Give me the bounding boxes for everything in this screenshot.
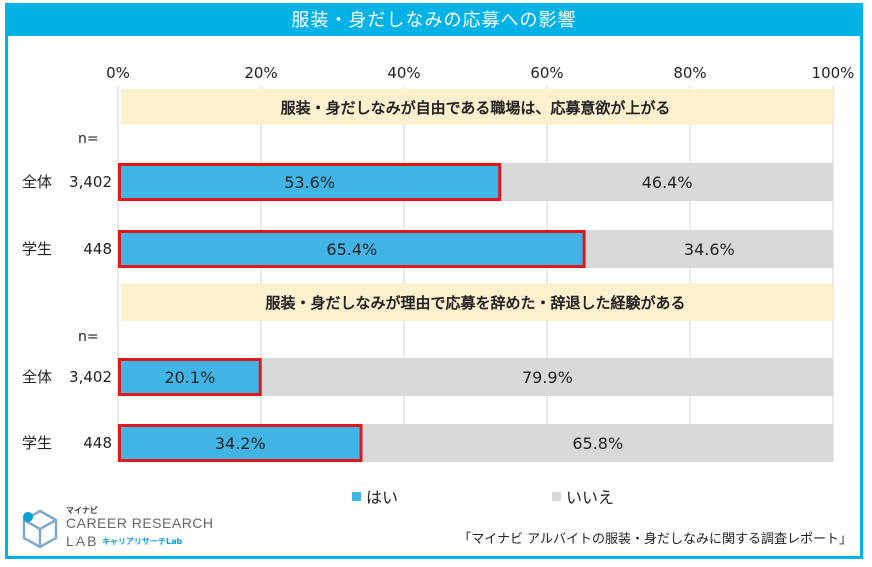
bar-yes	[118, 230, 586, 268]
legend-item-no: いいえ	[552, 484, 614, 508]
data-label-no: 65.8%	[572, 434, 623, 453]
bar-no	[261, 358, 834, 396]
row-label: 学生	[22, 240, 52, 258]
data-label-yes: 65.4%	[326, 240, 377, 259]
data-label-no: 34.6%	[684, 240, 735, 259]
logo-lab-text: LAB	[66, 533, 99, 549]
row-n-value: 448	[83, 434, 112, 452]
row-n-value: 3,402	[69, 368, 112, 386]
data-label-no: 46.4%	[642, 173, 693, 192]
row-label: 学生	[22, 434, 52, 452]
legend-swatch-no	[552, 492, 561, 501]
bar-yes	[118, 358, 262, 396]
data-label-yes: 53.6%	[284, 173, 335, 192]
data-label-no: 79.9%	[522, 368, 573, 387]
legend-swatch-yes	[352, 492, 361, 501]
bar-yes-highlight	[118, 424, 363, 462]
x-tick-label: 60%	[530, 64, 563, 82]
bar-yes	[118, 424, 363, 462]
group-heading-box	[121, 89, 833, 125]
bar-yes-highlight	[118, 163, 502, 201]
legend-label-no: いいえ	[566, 488, 615, 507]
x-tick-label: 0%	[106, 64, 130, 82]
bar-yes	[118, 163, 502, 201]
x-tick-label: 80%	[673, 64, 706, 82]
legend-label-yes: はい	[366, 488, 399, 507]
n-label: n=	[78, 329, 99, 345]
x-tick-label: 100%	[812, 64, 855, 82]
data-label-yes: 34.2%	[215, 434, 266, 453]
source-caption: 「マイナビ アルバイトの服装・身だしなみに関する調査レポート」	[458, 532, 852, 547]
logo-brand-small: マイナビ	[66, 506, 98, 515]
logo-lab-jp-text: キャリアリサーチLab	[102, 537, 183, 546]
group-heading: 服装・身だしなみが理由で応募を辞めた・辞退した経験がある	[265, 294, 685, 312]
group-heading: 服装・身だしなみが自由である職場は、応募意欲が上がる	[281, 99, 671, 117]
n-label: n=	[78, 131, 99, 147]
logo-main-text: CAREER RESEARCH	[66, 515, 214, 531]
bar-yes-highlight	[118, 358, 262, 396]
x-tick-label: 20%	[244, 64, 277, 82]
data-label-yes: 20.1%	[164, 368, 215, 387]
row-n-value: 448	[83, 240, 112, 258]
row-label: 全体	[22, 368, 52, 386]
cube-logo-icon	[22, 509, 58, 549]
group-heading-box	[121, 283, 833, 321]
bar-no	[501, 163, 833, 201]
career-research-lab-logo: マイナビ CAREER RESEARCH LAB キャリアリサーチLab	[18, 505, 218, 553]
bar-no	[362, 424, 833, 462]
x-tick-label: 40%	[387, 64, 420, 82]
bar-no	[585, 230, 833, 268]
row-label: 全体	[22, 173, 52, 191]
row-n-value: 3,402	[69, 173, 112, 191]
chart-title: 服装・身だしなみの応募への影響	[8, 6, 860, 36]
bar-yes-highlight	[118, 230, 586, 268]
legend-item-yes: はい	[352, 484, 398, 508]
